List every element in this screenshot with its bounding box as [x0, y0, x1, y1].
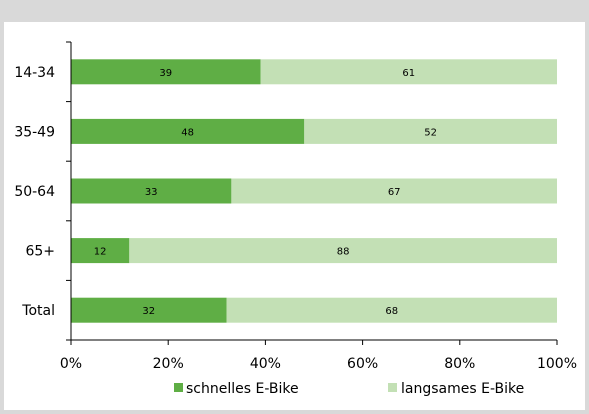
bar-value-label: 48 — [181, 127, 194, 138]
x-tick-label: 40% — [250, 356, 281, 372]
bar-value-label: 88 — [337, 247, 350, 258]
axes: 14-34 35-49 50-64 65+ Total 0% 20% 40% 60% 80% 100… — [14, 41, 577, 372]
bar-14-34-series-0 — [71, 59, 261, 85]
bar-50-64-series-0 — [71, 178, 232, 204]
category-label: 65+ — [25, 244, 55, 260]
bar-value-label: 67 — [388, 187, 401, 198]
bar-value-labels: 39 61 48 52 33 67 12 88 32 68 — [94, 68, 437, 317]
x-tick-label: 20% — [153, 356, 184, 372]
legend-label: schnelles E-Bike — [186, 381, 299, 397]
category-label: 35-49 — [14, 124, 55, 140]
x-tick-label: 100% — [537, 356, 577, 372]
bar-value-label: 68 — [385, 306, 398, 317]
bar-14-34-series-1 — [260, 59, 557, 85]
bar-value-label: 33 — [145, 187, 158, 198]
legend-label: langsames E-Bike — [401, 381, 524, 397]
bar-35-49-series-1 — [304, 118, 557, 144]
bars-layer — [71, 59, 557, 323]
bar-value-label: 52 — [424, 127, 437, 138]
bar-value-label: 32 — [142, 306, 155, 317]
bar-50-64-series-1 — [231, 178, 557, 204]
legend: schnelles E-Bike langsames E-Bike — [174, 381, 524, 397]
x-tick-label: 60% — [347, 356, 378, 372]
x-tick-label: 80% — [444, 356, 475, 372]
category-label: 50-64 — [14, 184, 55, 200]
x-tick-label: 0% — [60, 356, 82, 372]
category-label: 14-34 — [14, 65, 55, 81]
bar-65--series-1 — [129, 238, 557, 264]
bar-value-label: 39 — [159, 68, 172, 79]
bar-total-series-0 — [71, 297, 227, 323]
category-label: Total — [21, 303, 55, 319]
bar-value-label: 12 — [94, 247, 107, 258]
bar-35-49-series-0 — [71, 118, 305, 144]
bar-65--series-0 — [71, 238, 130, 264]
bar-value-label: 61 — [402, 68, 415, 79]
legend-swatch — [174, 383, 183, 392]
bar-total-series-1 — [226, 297, 557, 323]
legend-swatch — [388, 383, 397, 392]
